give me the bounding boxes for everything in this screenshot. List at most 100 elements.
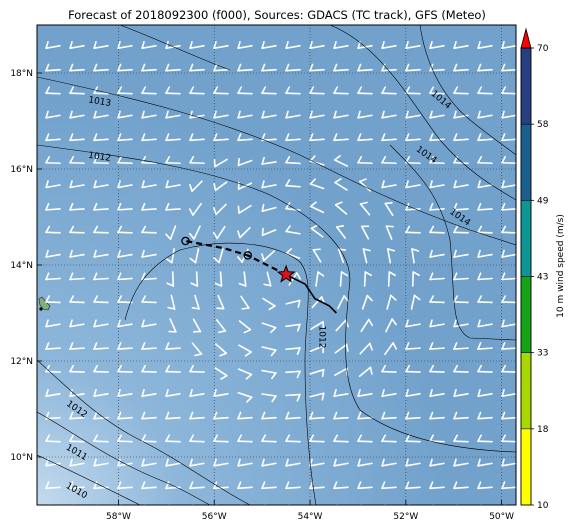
wind-barb	[261, 369, 277, 380]
wind-barb	[385, 225, 394, 240]
wind-barb	[309, 481, 325, 490]
wind-barb	[453, 225, 469, 234]
colorbar-tick-label: 10	[537, 501, 549, 511]
wind-barb	[339, 271, 349, 287]
wind-barb	[189, 225, 201, 240]
wind-barb	[309, 345, 325, 354]
wind-barb	[501, 388, 516, 398]
axis-ticks: 58°W 56°W 54°W 52°W 50°W 10°N 12°N 14°N 16°N 18°N	[10, 69, 514, 522]
wind-barb	[237, 458, 253, 467]
wind-barb	[45, 364, 61, 373]
wind-barb	[335, 319, 349, 332]
wind-barb	[69, 364, 85, 373]
wind-barb	[429, 319, 445, 328]
wind-barb	[501, 202, 516, 211]
wind-barb	[141, 156, 157, 165]
wind-barb	[381, 458, 397, 467]
wind-barb	[189, 504, 195, 505]
isobar-1013-nw	[119, 25, 231, 71]
wind-barb	[165, 63, 181, 72]
wind-barb	[309, 133, 325, 142]
wind-barb	[361, 294, 373, 310]
wind-barb	[93, 40, 109, 50]
wind-barb	[261, 180, 277, 189]
wind-barb	[285, 393, 301, 402]
wind-barb	[117, 481, 133, 490]
wind-barb	[405, 133, 421, 142]
wind-barb	[477, 319, 493, 328]
wind-barb	[357, 156, 373, 165]
wind-barb	[141, 481, 157, 490]
wind-barb	[477, 295, 493, 304]
wind-barb	[93, 63, 109, 72]
isobar-1012-south	[37, 359, 251, 505]
wind-barb	[477, 202, 493, 211]
wind-barb	[429, 434, 445, 443]
wind-barb	[285, 247, 301, 260]
wind-barb	[309, 368, 325, 378]
wind-barb	[165, 364, 181, 373]
wind-barb	[261, 110, 277, 119]
wind-barb	[45, 295, 61, 304]
wind-barb	[117, 133, 133, 142]
wind-barb	[213, 181, 228, 192]
wind-barb	[93, 364, 109, 373]
wind-barb	[213, 158, 228, 168]
wind-barb	[238, 271, 247, 287]
wind-barb	[213, 248, 224, 264]
wind-barb	[213, 110, 229, 119]
wind-barb	[141, 249, 157, 258]
wind-barb	[429, 504, 435, 505]
wind-barb	[214, 343, 228, 357]
wind-barb	[45, 388, 61, 398]
wind-barb	[117, 156, 133, 165]
wind-barb	[261, 322, 277, 334]
map-title: Forecast of 2018092300 (f000), Sources: …	[68, 8, 486, 22]
isobar-1014-inner	[389, 144, 516, 341]
wind-barb	[165, 180, 181, 189]
wind-barb	[429, 86, 445, 95]
wind-barb	[453, 180, 469, 189]
wind-barb	[212, 225, 226, 240]
wind-barb	[405, 388, 421, 398]
wind-barb	[385, 318, 397, 333]
wind-barb	[453, 63, 469, 72]
colorbar-tick-label: 18	[537, 425, 549, 435]
wind-barb	[214, 271, 223, 287]
wind-barb	[141, 411, 157, 420]
wind-barb	[237, 204, 252, 214]
colorbar-title: 10 m wind speed (m/s)	[556, 214, 566, 318]
wind-barb	[165, 133, 181, 142]
wind-barb	[141, 133, 157, 142]
wind-barb	[117, 180, 133, 189]
colorbar-tick-label: 49	[537, 196, 549, 206]
wind-barb	[261, 346, 277, 357]
wind-barb	[117, 388, 133, 398]
wind-barb	[141, 342, 157, 350]
wind-barb	[477, 40, 493, 50]
wind-barb	[309, 411, 325, 420]
wind-barb	[69, 63, 85, 72]
wind-barb	[429, 156, 445, 165]
wind-barb	[429, 40, 445, 50]
wind-barb	[69, 388, 85, 398]
wind-barb	[237, 40, 253, 50]
wind-barb	[167, 294, 176, 310]
wind-barb	[405, 110, 421, 119]
wind-barb	[477, 481, 493, 490]
wind-barb	[261, 40, 277, 50]
wind-barb	[165, 434, 181, 443]
wind-barb	[285, 40, 301, 50]
wind-barb	[213, 133, 229, 142]
wind-barb	[189, 434, 205, 443]
wind-barb	[285, 458, 301, 467]
wind-barb	[165, 86, 181, 95]
wind-barb	[189, 86, 205, 95]
y-tick-label: 14°N	[10, 261, 33, 271]
wind-barb	[165, 342, 181, 350]
wind-barb	[335, 224, 347, 239]
isobar-1010	[37, 454, 141, 505]
wind-barb	[117, 272, 133, 281]
wind-barb	[429, 458, 445, 467]
